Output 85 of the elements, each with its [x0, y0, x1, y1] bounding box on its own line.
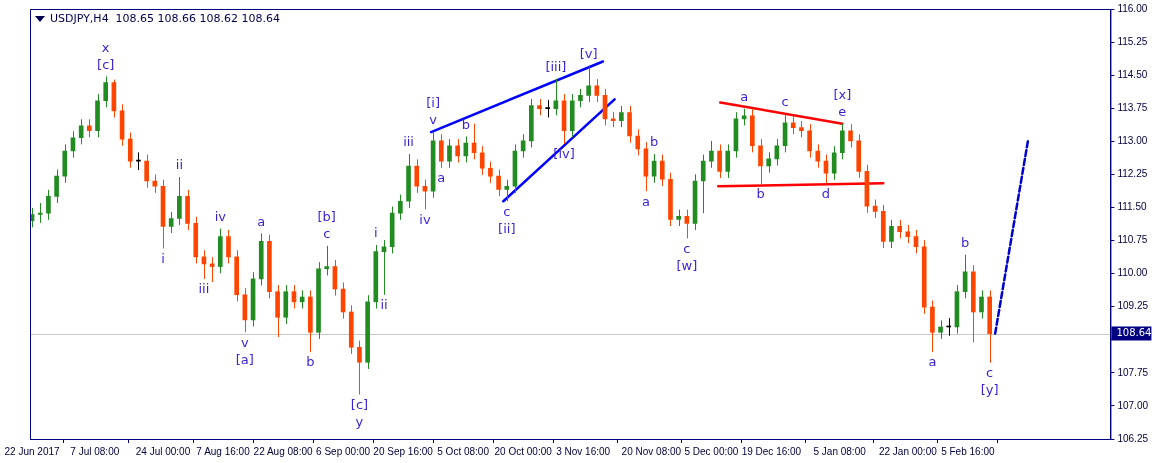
- annotation: c: [503, 203, 511, 219]
- annotation: [x]: [833, 87, 852, 103]
- candlestick: [594, 78, 600, 103]
- y-tick-label: 112.25: [1117, 168, 1148, 180]
- annotation: [y]: [980, 382, 999, 398]
- y-tick-label: 116.00: [1117, 2, 1148, 14]
- y-tick-label: 115.25: [1117, 35, 1148, 47]
- x-tick-label: 7 Aug 16:00: [196, 445, 251, 457]
- y-tick-label: 113.00: [1117, 135, 1148, 147]
- candlestick: [586, 64, 591, 103]
- annotation: a: [928, 354, 937, 370]
- annotation: b: [461, 116, 470, 132]
- y-tick-label: 110.75: [1117, 234, 1148, 246]
- annotation: [w]: [676, 257, 698, 273]
- x-tick-label: 5 Feb 16:00: [941, 445, 995, 457]
- annotation: x: [101, 39, 110, 55]
- annotation: [c]: [350, 396, 369, 412]
- chart-title: USDJPY,H4 108.65 108.66 108.62 108.64: [50, 12, 281, 25]
- annotation: b: [961, 235, 970, 251]
- annotation: a: [641, 193, 650, 209]
- annotation: i: [374, 225, 378, 241]
- candlestick: [610, 111, 616, 128]
- candlestick: [790, 115, 796, 135]
- candlestick: [676, 209, 681, 227]
- x-tick-label: 7 Jul 08:00: [70, 445, 120, 457]
- y-tick-label: 111.50: [1117, 201, 1147, 213]
- annotation: [i]: [426, 95, 440, 111]
- annotation: iii: [403, 134, 414, 150]
- annotation: e: [838, 104, 847, 120]
- x-tick-label: 20 Oct 00:00: [494, 445, 553, 457]
- x-tick-label: 5 Dec 00:00: [684, 445, 739, 457]
- annotation: iv: [419, 211, 431, 227]
- annotation: i: [161, 250, 165, 266]
- y-tick-label: 107.75: [1117, 366, 1149, 378]
- annotation: ii: [380, 297, 388, 313]
- candlestick: [619, 105, 624, 128]
- x-tick-label: 22 Jan 00:00: [878, 445, 938, 457]
- candlestick: [479, 145, 485, 176]
- annotation: [a]: [235, 351, 254, 367]
- annotation: [b]: [317, 209, 336, 225]
- candlestick: [545, 99, 551, 118]
- annotation: a: [257, 213, 266, 229]
- x-tick-label: 5 Oct 08:00: [437, 445, 490, 457]
- x-tick-label: 5 Jan 08:00: [813, 445, 867, 457]
- annotation: c: [683, 240, 691, 256]
- x-tick-label: 6 Sep 00:00: [316, 445, 371, 457]
- annotation: c: [781, 93, 789, 109]
- x-tick-label: 3 Nov 16:00: [556, 445, 611, 457]
- annotation: a: [740, 89, 749, 105]
- annotation: [ii]: [498, 220, 516, 236]
- x-tick-label: 20 Sep 16:00: [373, 445, 434, 457]
- ref-line-label: 108.64: [1116, 327, 1152, 339]
- y-tick-label: 114.50: [1117, 68, 1148, 80]
- annotation: [v]: [579, 45, 598, 61]
- candlestick: [537, 98, 542, 116]
- x-tick-label: 22 Jun 2017: [4, 445, 60, 457]
- annotation: d: [821, 185, 831, 201]
- x-tick-label: 20 Nov 08:00: [621, 445, 682, 457]
- annotation: [iii]: [545, 59, 567, 75]
- annotation: y: [355, 413, 364, 429]
- annotation: v: [241, 334, 249, 350]
- y-tick-label: 113.75: [1117, 101, 1148, 113]
- annotation: v: [429, 112, 438, 128]
- x-tick-label: 22 Aug 08:00: [253, 445, 313, 457]
- annotation: [c]: [97, 56, 115, 72]
- annotation: c: [986, 365, 994, 381]
- annotation: a: [437, 170, 446, 186]
- annotation: b: [649, 134, 659, 150]
- y-tick-label: 106.25: [1117, 432, 1149, 444]
- x-tick-label: 19 Dec 16:00: [741, 445, 802, 457]
- y-tick-label: 110.00: [1117, 267, 1148, 279]
- annotation: c: [323, 226, 331, 242]
- candlestick: [324, 245, 330, 276]
- candlestick: [168, 211, 174, 234]
- annotation: b: [306, 354, 315, 370]
- annotation: ii: [175, 157, 183, 173]
- annotation: b: [756, 186, 765, 202]
- candlestick: [504, 179, 510, 202]
- y-tick-label: 107.00: [1117, 399, 1149, 411]
- annotation: iv: [214, 209, 227, 225]
- candlestick: [799, 120, 804, 138]
- annotation: iii: [198, 281, 210, 297]
- y-tick-label: 109.25: [1117, 300, 1149, 312]
- x-tick-label: 24 Jul 00:00: [135, 445, 191, 457]
- annotation: [iv]: [553, 146, 575, 162]
